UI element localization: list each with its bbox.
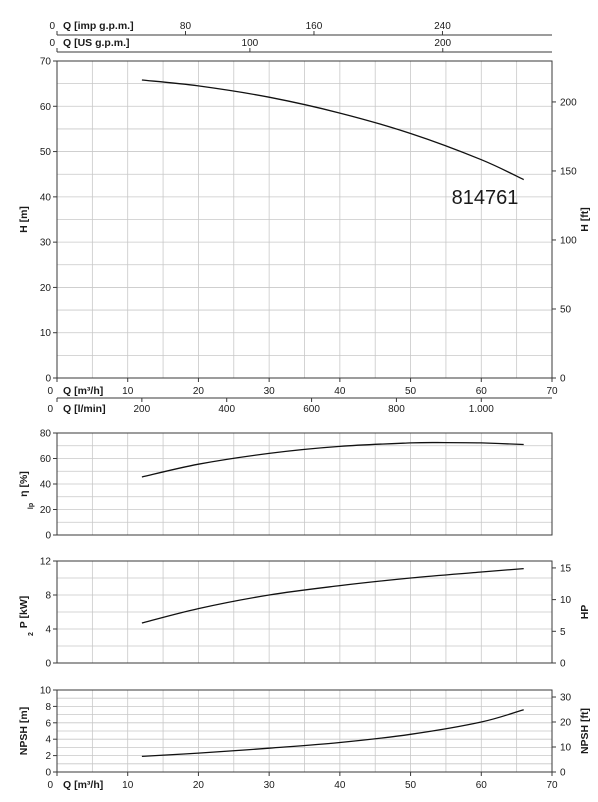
bottom-axis2-tick-label: 1.000	[469, 404, 494, 415]
y-tick-label: 0	[45, 374, 51, 385]
x-tick-label: 10	[122, 780, 134, 791]
plot-frame	[56, 689, 553, 773]
y-right-tick-label: 50	[560, 304, 572, 315]
y-axis-label: P [kW]	[18, 596, 30, 628]
x-tick-label: 20	[193, 780, 205, 791]
y-right-tick-label: 10	[560, 595, 572, 606]
bottom-axis2-tick-label: 400	[218, 404, 235, 415]
y-tick-label: 4	[45, 625, 51, 636]
y-axis-label-subscript: 2	[28, 632, 35, 636]
y-tick-label: 0	[45, 768, 51, 779]
bottom-axis2-label: Q [l/min]	[63, 403, 106, 415]
series-line-efficiency	[141, 441, 524, 478]
panel-efficiency: 0 20 40 60 80 η [%] lp	[18, 429, 553, 542]
x-tick-label: 70	[546, 386, 558, 397]
y-right-axis-label: HP	[579, 605, 591, 620]
y-tick-label: 20	[40, 505, 52, 516]
y-right-axis-label: H [ft]	[579, 207, 591, 232]
y-right-tick-label: 5	[560, 627, 566, 638]
y-right-tick-label: 0	[560, 374, 566, 385]
plot-frame	[56, 60, 553, 379]
y-tick-label: 20	[40, 283, 52, 294]
x-tick-label: 0	[47, 386, 53, 397]
y-right-tick-label: 20	[560, 718, 572, 729]
curve-id-label: 814761	[452, 187, 519, 209]
y-tick-label: 2	[45, 751, 51, 762]
top-axis-tick-label: 0	[49, 21, 55, 32]
x-tick-label: 40	[334, 780, 346, 791]
y-right-axis-label: NPSH [ft]	[579, 708, 591, 754]
top-axis-tick-label: 0	[49, 38, 55, 49]
x-tick-label: 70	[546, 780, 558, 791]
panel-power: 0 4 8 12 P [kW] 2 0 5 10 15 HP	[18, 557, 591, 670]
y-right-tick-label: 0	[560, 768, 566, 779]
y-tick-label: 4	[45, 735, 51, 746]
y-tick-label: 50	[40, 147, 52, 158]
bottom-axis2-tick-label: 600	[303, 404, 320, 415]
y-right-tick-label: 30	[560, 693, 572, 704]
panel-head: 0 10 20 30 40 50 60 70 H [m] 0 50 100 150 200 H [ft]	[18, 57, 591, 385]
series-line-power	[141, 567, 524, 624]
series-line-npsh	[141, 709, 524, 758]
top-axis-label: Q [imp g.p.m.]	[63, 20, 134, 32]
top-axis-label: Q [US g.p.m.]	[63, 37, 130, 49]
y-tick-label: 8	[45, 702, 51, 713]
panel-npsh: 0 2 4 6 8 10 NPSH [m] 0 10 20 30 NPSH [ft]	[18, 686, 591, 779]
y-axis-label: H [m]	[18, 206, 30, 233]
y-tick-label: 10	[40, 328, 52, 339]
y-right-tick-label: 10	[560, 743, 572, 754]
x-tick-label: 40	[334, 386, 346, 397]
y-axis-label: NPSH [m]	[18, 707, 30, 755]
y-tick-label: 30	[40, 238, 52, 249]
npsh-x-axis: 10 20 30 40 50 60 70 0 Q [m³/h]	[47, 772, 558, 791]
x-tick-label: 20	[193, 386, 205, 397]
y-tick-label: 60	[40, 102, 52, 113]
y-tick-label: 12	[40, 557, 52, 568]
y-right-tick-label: 200	[560, 97, 577, 108]
y-tick-label: 10	[40, 686, 52, 697]
top-axis-tick-label: 200	[434, 38, 451, 49]
x-tick-label: 10	[122, 386, 134, 397]
x-axis-label: Q [m³/h]	[63, 779, 103, 791]
y-tick-label: 40	[40, 480, 52, 491]
y-tick-label: 40	[40, 192, 52, 203]
y-right-tick-label: 15	[560, 563, 572, 574]
y-tick-label: 80	[40, 429, 52, 440]
y-right-tick-label: 100	[560, 235, 577, 246]
x-tick-label: 50	[405, 780, 417, 791]
x-tick-label: 0	[47, 780, 53, 791]
y-right-tick-label: 0	[560, 659, 566, 670]
y-tick-label: 60	[40, 454, 52, 465]
x-tick-label: 30	[264, 386, 276, 397]
y-right-tick-label: 150	[560, 166, 577, 177]
y-tick-label: 0	[45, 659, 51, 670]
y-axis-label-subscript: lp	[28, 503, 35, 509]
x-tick-label: 60	[476, 780, 488, 791]
y-axis-label: η [%]	[18, 471, 30, 497]
x-axis-label: Q [m³/h]	[63, 385, 103, 397]
plot-frame	[56, 560, 553, 664]
y-tick-label: 6	[45, 718, 51, 729]
y-tick-label: 0	[45, 531, 51, 542]
x-tick-label: 60	[476, 386, 488, 397]
y-tick-label: 8	[45, 591, 51, 602]
bottom-axis2-tick-label: 200	[134, 404, 151, 415]
bottom-axis2-tick-label: 800	[388, 404, 405, 415]
series-line-head	[141, 79, 524, 181]
bottom-axis2-tick-label: 0	[47, 404, 53, 415]
y-tick-label: 70	[40, 57, 52, 68]
top-axis-tick-label: 240	[434, 21, 451, 32]
x-tick-label: 50	[405, 386, 417, 397]
top-axis-tick-label: 160	[306, 21, 323, 32]
top-axis-tick-label: 80	[180, 21, 192, 32]
top-axis-tick-label: 100	[242, 38, 259, 49]
x-tick-label: 30	[264, 780, 276, 791]
